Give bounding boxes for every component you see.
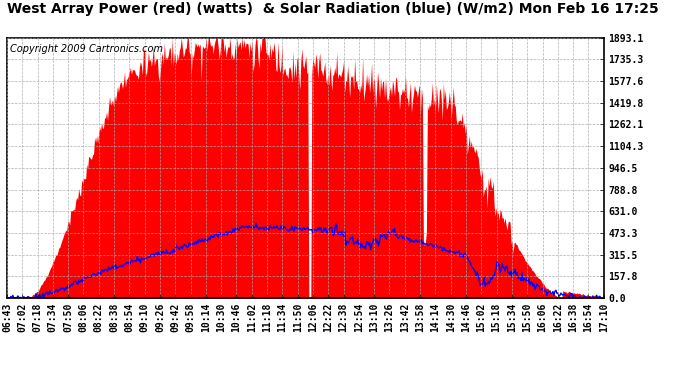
- Text: West Array Power (red) (watts)  & Solar Radiation (blue) (W/m2) Mon Feb 16 17:25: West Array Power (red) (watts) & Solar R…: [7, 2, 659, 16]
- Text: Copyright 2009 Cartronics.com: Copyright 2009 Cartronics.com: [10, 44, 163, 54]
